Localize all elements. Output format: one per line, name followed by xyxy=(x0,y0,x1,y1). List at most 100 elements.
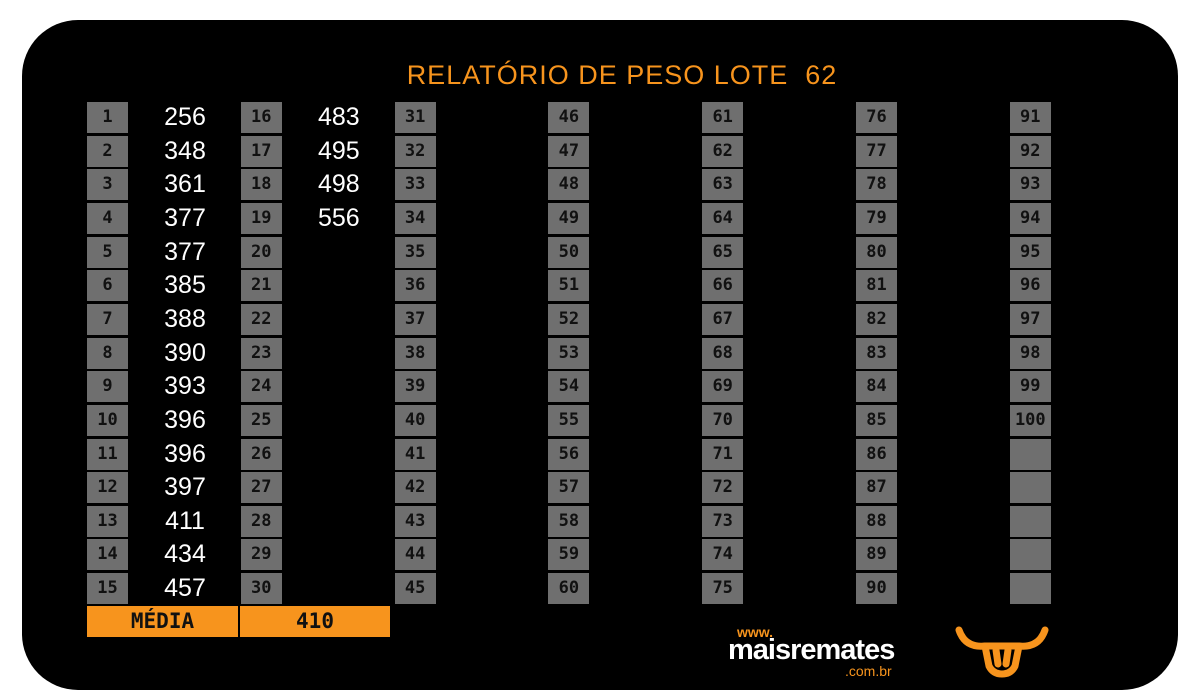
index-cell: 12 xyxy=(87,472,128,504)
weight: 396 xyxy=(164,405,206,434)
index-cell: 47 xyxy=(548,135,590,167)
index-cell: 31 xyxy=(394,102,436,133)
index-cell: 22 xyxy=(240,303,282,335)
weight: 457 xyxy=(164,574,206,603)
index-cell: 5 xyxy=(87,236,128,268)
weight: 348 xyxy=(164,136,206,165)
index-cell: 71 xyxy=(702,438,744,470)
index-cell: 35 xyxy=(394,236,436,268)
index-cell: 84 xyxy=(856,371,897,403)
index-cell: 19 xyxy=(240,202,282,234)
index-cell: 1 xyxy=(87,102,128,133)
index-cell: 39 xyxy=(394,371,436,403)
index-cell: 64 xyxy=(702,202,744,234)
weight: 411 xyxy=(165,506,205,535)
index-cell: 20 xyxy=(240,236,282,268)
index-cell: 7 xyxy=(87,303,128,335)
index-cell: 78 xyxy=(856,169,897,201)
weight: 385 xyxy=(164,271,206,300)
index-cell xyxy=(1009,539,1051,571)
index-cell: 63 xyxy=(702,169,744,201)
index-cell: 18 xyxy=(240,169,282,201)
index-cell: 65 xyxy=(702,236,744,268)
weight: 388 xyxy=(164,304,206,333)
index-cell: 61 xyxy=(702,102,744,133)
index-cell: 17 xyxy=(240,135,282,167)
index-cell: 21 xyxy=(240,270,282,302)
index-cell: 23 xyxy=(240,337,282,369)
index-cell: 33 xyxy=(394,169,436,201)
index-cell: 92 xyxy=(1009,135,1051,167)
logo-suffix: .com.br xyxy=(845,663,892,679)
weight: 397 xyxy=(164,473,206,502)
index-cell: 14 xyxy=(87,539,128,571)
index-cell: 28 xyxy=(240,505,282,537)
index-cell: 3 xyxy=(87,169,128,201)
weight: 361 xyxy=(164,170,206,199)
index-cell: 82 xyxy=(856,303,897,335)
index-cell: 51 xyxy=(548,270,590,302)
index-cell: 26 xyxy=(240,438,282,470)
index-cell: 89 xyxy=(856,539,897,571)
index-cell: 91 xyxy=(1009,102,1051,133)
index-cell: 59 xyxy=(548,539,590,571)
weight: 256 xyxy=(164,103,206,131)
index-cell: 85 xyxy=(856,404,897,436)
weight: 377 xyxy=(164,237,206,266)
index-cell: 49 xyxy=(548,202,590,234)
index-cell: 66 xyxy=(702,270,744,302)
index-cell: 11 xyxy=(87,438,128,470)
index-cell: 98 xyxy=(1009,337,1051,369)
index-cell: 72 xyxy=(702,472,744,504)
index-cell: 48 xyxy=(548,169,590,201)
index-cell: 30 xyxy=(240,573,282,605)
index-cell: 83 xyxy=(856,337,897,369)
weight: 396 xyxy=(164,439,206,468)
index-cell: 96 xyxy=(1009,270,1051,302)
index-cell: 87 xyxy=(856,472,897,504)
index-cell: 25 xyxy=(240,404,282,436)
index-cell: 93 xyxy=(1009,169,1051,201)
index-cell: 90 xyxy=(856,573,897,605)
index-cell: 74 xyxy=(702,539,744,571)
average-value: 410 xyxy=(296,609,334,633)
separator xyxy=(238,606,240,637)
bull-icon xyxy=(955,626,1049,678)
index-cell: 79 xyxy=(856,202,897,234)
index-cell: 86 xyxy=(856,438,897,470)
index-cell: 27 xyxy=(240,472,282,504)
index-cell: 94 xyxy=(1009,202,1051,234)
index-cell: 57 xyxy=(548,472,590,504)
index-cell: 88 xyxy=(856,505,897,537)
index-cell: 43 xyxy=(394,505,436,537)
index-cell: 58 xyxy=(548,505,590,537)
logo-prefix: www. xyxy=(737,624,774,640)
weight: 377 xyxy=(164,203,206,232)
index-cell: 69 xyxy=(702,371,744,403)
index-cell: 4 xyxy=(87,202,128,234)
index-cell: 80 xyxy=(856,236,897,268)
index-cell: 60 xyxy=(548,573,590,605)
index-cell: 34 xyxy=(394,202,436,234)
index-cell: 95 xyxy=(1009,236,1051,268)
index-cell: 67 xyxy=(702,303,744,335)
index-cell: 8 xyxy=(87,337,128,369)
index-cell: 40 xyxy=(394,404,436,436)
average-label: MÉDIA xyxy=(130,609,195,633)
index-cell: 37 xyxy=(394,303,436,335)
index-cell: 44 xyxy=(394,539,436,571)
index-cell: 29 xyxy=(240,539,282,571)
weight: 483 xyxy=(317,103,360,131)
index-cell xyxy=(1009,573,1051,605)
index-cell: 81 xyxy=(856,270,897,302)
weight: 498 xyxy=(317,170,360,199)
card xyxy=(22,20,1178,690)
index-cell xyxy=(1009,505,1051,537)
weight: 556 xyxy=(317,203,360,232)
index-cell: 50 xyxy=(548,236,590,268)
index-cell: 52 xyxy=(548,303,590,335)
index-cell: 70 xyxy=(702,404,744,436)
index-cell: 2 xyxy=(87,135,128,167)
index-cell: 100 xyxy=(1009,404,1051,436)
index-cell: 10 xyxy=(87,404,128,436)
